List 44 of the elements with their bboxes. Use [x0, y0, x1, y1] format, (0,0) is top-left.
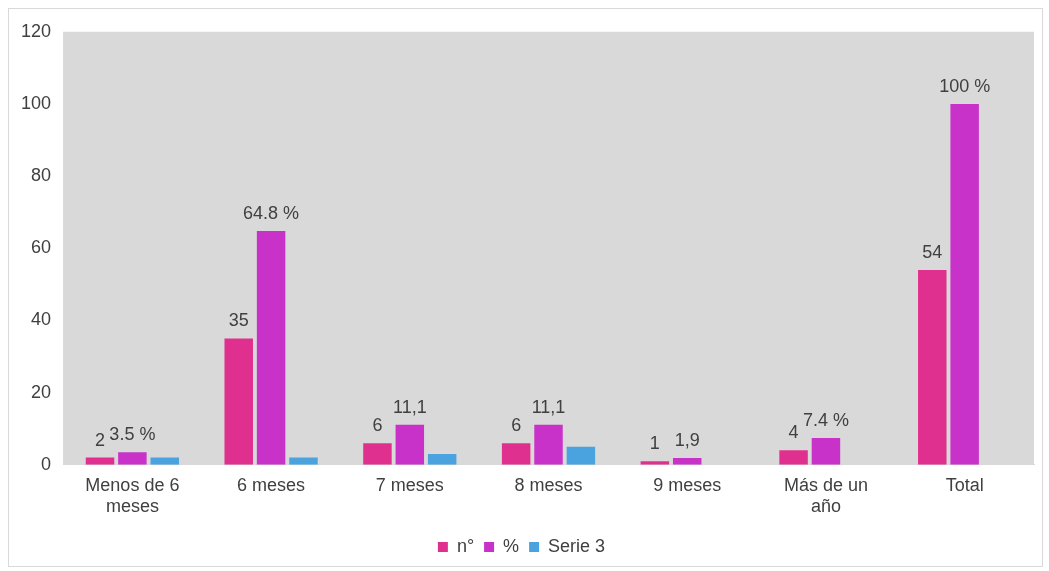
bar	[534, 424, 563, 465]
bar	[363, 443, 392, 465]
y-tick-label: 80	[31, 165, 52, 186]
data-label: 100 %	[939, 75, 991, 96]
bar	[118, 452, 147, 465]
y-tick-label: 40	[31, 309, 52, 330]
data-label: 3.5 %	[109, 424, 156, 445]
data-label: 1,9	[674, 429, 700, 450]
bar	[224, 338, 253, 465]
legend-label: n°	[456, 535, 475, 556]
bar	[918, 269, 947, 465]
data-label: 6	[372, 415, 383, 436]
x-tick-label: 6 meses	[237, 474, 306, 495]
bar	[779, 450, 808, 465]
data-label: 6	[511, 415, 522, 436]
x-tick-label: Más de un año	[783, 474, 868, 517]
data-label: 1	[649, 433, 660, 454]
x-tick-label: 9 meses	[653, 474, 722, 495]
x-tick-label: 8 meses	[514, 474, 583, 495]
y-tick-label: 60	[31, 237, 52, 258]
bar	[427, 453, 457, 465]
y-tick-label: 0	[41, 453, 52, 474]
data-label: 11,1	[392, 396, 427, 417]
data-label: 35	[228, 310, 249, 331]
x-tick-label: 7 meses	[375, 474, 444, 495]
bar	[566, 446, 596, 465]
legend-label: %	[503, 535, 520, 556]
bar	[395, 424, 425, 465]
data-label: 64.8 %	[243, 202, 300, 223]
y-tick-label: 20	[31, 381, 52, 402]
y-tick-label: 120	[20, 20, 52, 41]
y-tick-label: 100	[20, 92, 52, 113]
x-tick-label: Total	[945, 474, 984, 495]
data-label: 7.4 %	[802, 410, 849, 431]
bar	[811, 438, 841, 465]
data-label: 54	[922, 241, 943, 262]
bar	[950, 103, 979, 465]
data-label: 4	[788, 422, 799, 443]
legend-label: Serie 3	[548, 535, 606, 556]
bar	[501, 443, 531, 465]
x-tick-label: Menos de 6 meses	[85, 474, 180, 517]
data-label: 11,1	[531, 396, 566, 417]
data-label: 2	[95, 429, 106, 450]
bar	[256, 230, 286, 465]
